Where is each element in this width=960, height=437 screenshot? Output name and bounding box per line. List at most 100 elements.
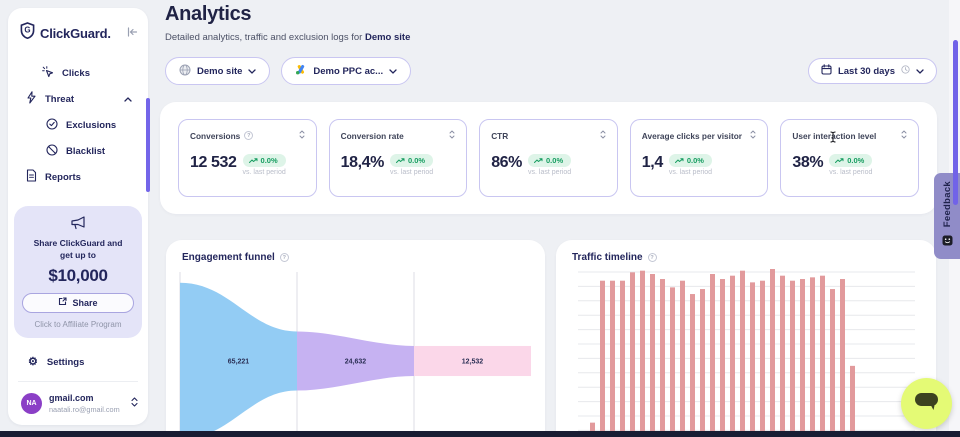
affiliate-promo-card: Share ClickGuard and get up to $10,000 S…	[14, 206, 142, 338]
clock-icon	[901, 65, 910, 77]
chat-bubble-icon	[914, 391, 940, 417]
mouse-text-cursor	[829, 130, 837, 148]
brand-name: ClickGuard.	[40, 25, 111, 41]
account-name: gmail.com	[49, 392, 94, 403]
block-icon	[46, 143, 58, 159]
sort-icon[interactable]	[449, 130, 455, 141]
lightning-icon	[26, 91, 37, 107]
share-button[interactable]: Share	[22, 292, 134, 313]
page-subtitle: Detailed analytics, traffic and exclusio…	[165, 32, 411, 43]
sidebar-collapse-icon[interactable]	[127, 24, 138, 42]
chart-title: Engagement funnel ?	[182, 252, 545, 263]
gear-icon: ⚙	[28, 355, 38, 368]
metric-label: User interaction level	[792, 130, 877, 141]
sidebar-item-settings[interactable]: ⚙ Settings	[28, 355, 148, 368]
sidebar-item-label: Reports	[45, 171, 81, 183]
page-title: Analytics	[165, 3, 252, 25]
promo-amount: $10,000	[48, 265, 108, 285]
date-range-label: Last 30 days	[837, 65, 895, 77]
traffic-timeline-card: Traffic timeline ?	[556, 240, 936, 437]
settings-label: Settings	[46, 356, 85, 368]
sidebar-item-label: Exclusions	[66, 119, 117, 131]
sidebar-item-threat[interactable]: Threat	[8, 86, 148, 112]
svg-text:12,532: 12,532	[462, 359, 484, 366]
sidebar-divider	[18, 380, 138, 382]
google-ads-icon	[295, 64, 307, 78]
sidebar-item-exclusions[interactable]: Exclusions	[8, 112, 148, 138]
engagement-funnel-chart: 65,221 24,632 12,532	[179, 272, 531, 437]
site-selector-dropdown[interactable]: Demo site	[165, 57, 271, 85]
ppc-account-selector-label: Demo PPC ac...	[313, 65, 384, 77]
traffic-timeline-chart	[578, 269, 915, 437]
metric-value: 1,4	[641, 154, 663, 171]
megaphone-icon	[70, 216, 87, 234]
page-scrollbar-thumb[interactable]	[953, 40, 958, 205]
share-button-label: Share	[72, 297, 98, 308]
account-email: naatali.ro@gmail.com	[49, 404, 120, 414]
avatar: NA	[21, 392, 42, 414]
sidebar-item-label: Blacklist	[66, 145, 106, 157]
sidebar-nav: Clicks Threat Exclusions	[8, 60, 148, 190]
metric-value: 86%	[491, 154, 523, 171]
viewport-bottom-strip	[0, 431, 960, 437]
metric-label: CTR	[491, 130, 509, 141]
sort-icon[interactable]	[750, 130, 756, 141]
metric-label: Average clicks per visitor	[641, 130, 743, 141]
metric-card-avg-clicks: Average clicks per visitor 1,4 0.0% vs. …	[629, 119, 769, 197]
trend-up-icon	[674, 157, 684, 163]
metric-label: Conversions	[190, 130, 241, 141]
metric-card-ctr: CTR 86% 0.0% vs. last period	[479, 119, 618, 197]
change-badge: 0.0%	[242, 154, 286, 167]
vs-last-period-label: vs. last period	[242, 169, 286, 176]
subtitle-site-name: Demo site	[364, 32, 411, 43]
account-switcher[interactable]: NA gmail.com naatali.ro@gmail.com	[21, 392, 138, 414]
svg-text:G: G	[24, 26, 30, 35]
sidebar-item-label: Clicks	[62, 67, 90, 79]
chevron-up-icon	[124, 94, 132, 105]
change-badge: 0.0%	[829, 154, 873, 167]
affiliate-program-link[interactable]: Click to Affiliate Program	[34, 319, 122, 329]
sort-icon[interactable]	[600, 130, 606, 141]
clickguard-shield-logo-icon: G	[20, 22, 35, 44]
account-info: gmail.com naatali.ro@gmail.com	[49, 393, 120, 414]
ppc-account-selector-dropdown[interactable]: Demo PPC ac...	[281, 57, 412, 85]
document-icon	[26, 169, 37, 185]
sidebar-item-clicks[interactable]: Clicks	[8, 60, 148, 86]
svg-text:65,221: 65,221	[228, 359, 250, 366]
sidebar-item-label: Threat	[45, 93, 75, 105]
help-icon[interactable]: ?	[647, 253, 657, 262]
vs-last-period-label: vs. last period	[528, 169, 572, 176]
feedback-smiley-icon	[942, 233, 953, 251]
date-range-dropdown[interactable]: Last 30 days	[807, 58, 937, 84]
sidebar: G ClickGuard. Clicks Threat	[8, 8, 150, 425]
calendar-icon	[821, 64, 832, 78]
sort-icon[interactable]	[901, 130, 907, 141]
trend-up-icon	[248, 157, 258, 163]
change-badge: 0.0%	[668, 154, 713, 167]
sidebar-item-reports[interactable]: Reports	[8, 164, 148, 190]
feedback-label: Feedback	[941, 180, 953, 228]
globe-icon	[179, 64, 191, 79]
help-icon[interactable]: ?	[244, 131, 254, 140]
chevron-down-icon	[389, 66, 397, 77]
metric-card-conversions: Conversions ? 12 532 0.0% vs. last perio…	[178, 119, 317, 197]
logo-row: G ClickGuard.	[8, 8, 148, 50]
chevron-up-down-icon	[131, 394, 138, 412]
trend-up-icon	[534, 157, 543, 163]
sidebar-scrollbar-thumb[interactable]	[146, 98, 150, 192]
engagement-funnel-card: Engagement funnel ? 65,221 24,632 12,532	[166, 240, 545, 437]
site-selector-label: Demo site	[197, 65, 243, 77]
metrics-summary-panel: Conversions ? 12 532 0.0% vs. last perio…	[160, 102, 937, 214]
chevron-down-icon	[248, 66, 257, 77]
metric-value: 18,4%	[340, 154, 385, 171]
sort-icon[interactable]	[299, 130, 305, 141]
chart-title: Traffic timeline ?	[572, 252, 936, 263]
help-icon[interactable]: ?	[279, 253, 289, 262]
sidebar-item-blacklist[interactable]: Blacklist	[8, 138, 148, 164]
change-badge: 0.0%	[528, 154, 572, 167]
metric-card-interaction-level: User interaction level 38% 0.0% vs. last…	[780, 119, 919, 197]
vs-last-period-label: vs. last period	[389, 169, 434, 176]
chat-widget-button[interactable]	[901, 378, 952, 429]
external-link-icon	[58, 297, 68, 308]
